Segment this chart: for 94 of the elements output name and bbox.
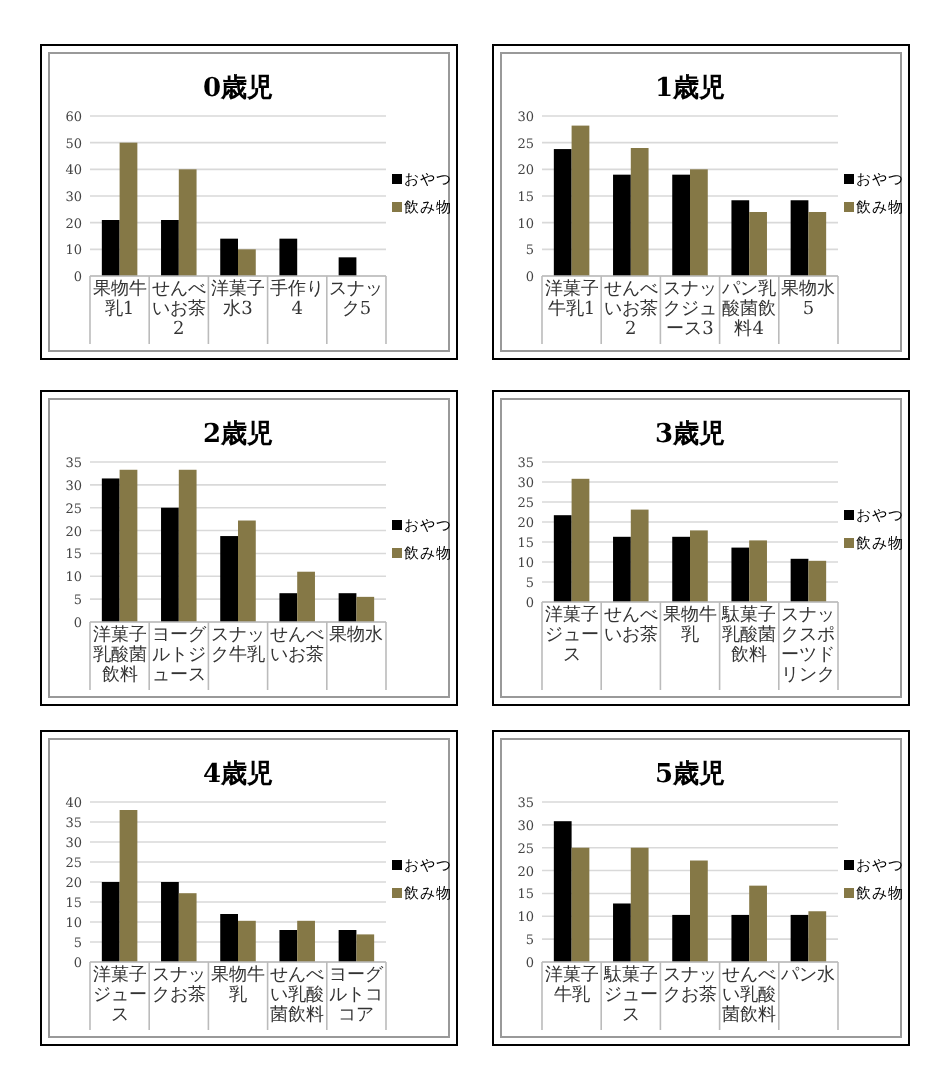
x-tick-label: 果物牛乳 bbox=[663, 604, 717, 646]
x-tick-label: スナック牛乳 bbox=[211, 626, 265, 666]
x-tick-label: せんべいお茶2 bbox=[151, 280, 206, 340]
bar bbox=[356, 934, 375, 962]
bar bbox=[101, 882, 120, 962]
bar bbox=[338, 930, 357, 962]
bar bbox=[571, 847, 590, 962]
bar bbox=[101, 478, 120, 622]
chart-title: 2歳児 bbox=[202, 420, 274, 450]
x-tick-label: 果物水5 bbox=[781, 278, 836, 320]
x-tick-label: 駄菓子乳酸菌飲料 bbox=[720, 604, 777, 666]
x-tick-label: スナック5 bbox=[329, 280, 384, 320]
bar bbox=[238, 520, 256, 622]
bar bbox=[672, 914, 690, 962]
bar bbox=[790, 914, 809, 962]
chart-title: 3歳児 bbox=[654, 420, 726, 450]
x-tick-label: パン乳酸菌飲料4 bbox=[720, 278, 777, 340]
x-tick-label: 洋菓子牛乳 bbox=[544, 964, 599, 1006]
bar bbox=[672, 536, 690, 602]
bar bbox=[297, 571, 315, 622]
x-tick-label: 果物牛乳1 bbox=[92, 278, 147, 320]
bar bbox=[690, 169, 708, 276]
bar bbox=[178, 893, 197, 962]
bar bbox=[553, 149, 572, 276]
bar bbox=[161, 882, 179, 962]
bar bbox=[571, 478, 590, 602]
bar bbox=[731, 200, 750, 276]
bar bbox=[749, 212, 767, 276]
bar bbox=[731, 547, 750, 602]
bar bbox=[356, 596, 375, 622]
bar bbox=[749, 540, 767, 602]
bar bbox=[613, 536, 631, 602]
x-tick-label: 果物水 bbox=[329, 624, 384, 646]
bar bbox=[178, 469, 197, 622]
x-tick-label: 洋菓子牛乳1 bbox=[544, 278, 599, 320]
bar bbox=[808, 212, 827, 276]
x-tick-label: せんべいお茶 bbox=[603, 606, 658, 646]
x-tick-label: 果物牛乳 bbox=[211, 964, 265, 1006]
bar bbox=[808, 560, 827, 602]
bar bbox=[119, 810, 138, 962]
x-tick-label: せんべいお茶 bbox=[270, 626, 325, 666]
bar bbox=[220, 536, 238, 622]
bar bbox=[672, 174, 690, 276]
bar bbox=[749, 885, 767, 962]
bar bbox=[613, 174, 631, 276]
bar bbox=[338, 593, 357, 622]
x-tick-label: 手作り4 bbox=[270, 278, 325, 320]
chart-title: 1歳児 bbox=[654, 74, 726, 104]
x-tick-label: スナックお茶 bbox=[151, 966, 206, 1006]
x-tick-label: ヨーグルトジュース bbox=[151, 624, 208, 686]
bar bbox=[808, 911, 827, 962]
bar bbox=[119, 469, 138, 622]
bar bbox=[279, 238, 298, 276]
bar bbox=[279, 930, 298, 962]
x-tick-label: 洋菓子水3 bbox=[211, 278, 265, 320]
x-tick-label: せんべいお茶2 bbox=[603, 280, 658, 340]
x-tick-label: スナックスポーツドリンク bbox=[781, 606, 836, 686]
chart-title: 5歳児 bbox=[654, 760, 726, 790]
x-tick-label: 洋菓子ジュース bbox=[92, 964, 147, 1026]
x-tick-label: 駄菓子ジュース bbox=[601, 964, 658, 1026]
bar bbox=[101, 220, 120, 276]
x-tick-label: 洋菓子乳酸菌飲料 bbox=[92, 624, 147, 686]
bar bbox=[338, 257, 357, 276]
x-tick-label: ヨーグルトココア bbox=[329, 964, 386, 1026]
bar bbox=[790, 200, 809, 276]
bar bbox=[238, 920, 256, 962]
bar bbox=[553, 821, 572, 962]
bar bbox=[161, 507, 179, 622]
bar bbox=[220, 238, 238, 276]
bar bbox=[790, 558, 809, 602]
bar bbox=[279, 593, 298, 622]
bar bbox=[220, 914, 238, 962]
bar bbox=[630, 509, 649, 602]
bar bbox=[690, 530, 708, 602]
chart-title: 0歳児 bbox=[202, 74, 274, 104]
bar bbox=[178, 169, 197, 276]
x-tick-label: 洋菓子ジュース bbox=[544, 604, 599, 666]
x-tick-label: スナックジュース3 bbox=[663, 280, 717, 340]
bar bbox=[613, 903, 631, 962]
bar bbox=[571, 125, 590, 276]
x-tick-label: せんべい乳酸菌飲料 bbox=[722, 966, 777, 1026]
chart-title: 4歳児 bbox=[202, 760, 274, 790]
x-tick-label: せんべい乳酸菌飲料 bbox=[270, 966, 325, 1026]
bar bbox=[731, 914, 750, 962]
bar bbox=[630, 148, 649, 276]
x-tick-label: パン水 bbox=[779, 964, 836, 986]
bar bbox=[119, 142, 138, 276]
bar bbox=[161, 220, 179, 276]
bar bbox=[690, 860, 708, 962]
bar bbox=[238, 249, 256, 276]
bar bbox=[297, 920, 315, 962]
bar bbox=[630, 847, 649, 962]
bar bbox=[553, 515, 572, 602]
x-tick-label: スナックお茶 bbox=[663, 966, 717, 1006]
